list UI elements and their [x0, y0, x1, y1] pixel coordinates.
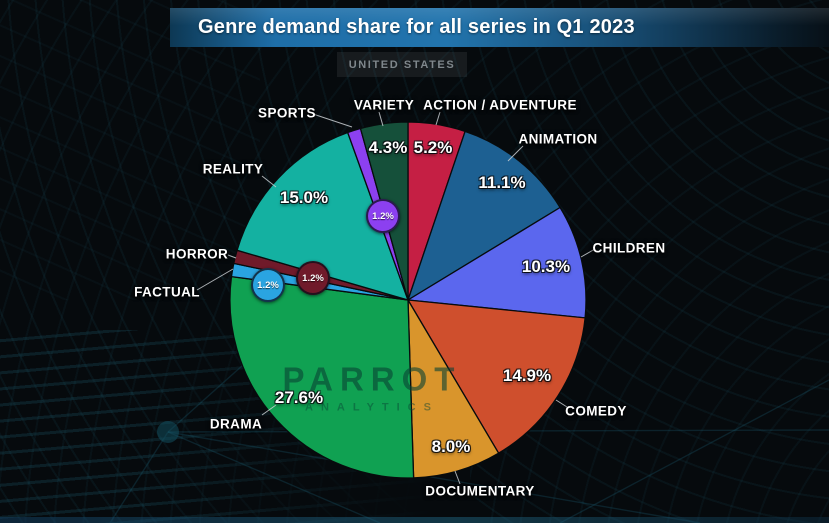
value-factual: 1.2%	[257, 279, 279, 291]
label-children: CHILDREN	[592, 240, 666, 256]
label-variety: VARIETY	[353, 97, 415, 113]
pie-slice-comedy[interactable]	[406, 299, 586, 455]
label-reality: REALITY	[202, 161, 264, 177]
title-banner: Genre demand share for all series in Q1 …	[170, 8, 829, 47]
value-reality: 15.0%	[279, 188, 329, 207]
value-bubble-sports: 1.2%	[366, 199, 400, 233]
value-variety: 4.3%	[368, 138, 408, 157]
label-action-adventure: ACTION / ADVENTURE	[423, 97, 577, 113]
value-bubble-factual: 1.2%	[251, 268, 285, 302]
value-action-adventure: 5.2%	[413, 138, 453, 157]
value-bubble-horror: 1.2%	[296, 261, 330, 295]
value-horror: 1.2%	[302, 272, 324, 284]
value-comedy: 14.9%	[502, 366, 552, 385]
region-label: UNITED STATES	[348, 58, 456, 71]
label-comedy: COMEDY	[565, 403, 627, 419]
value-animation: 11.1%	[478, 173, 526, 192]
region-filter-chip[interactable]: UNITED STATES	[337, 52, 467, 77]
label-animation: ANIMATION	[518, 131, 598, 147]
value-sports: 1.2%	[372, 210, 394, 222]
pie-slice-animation[interactable]	[406, 130, 561, 302]
pie-slice-reality[interactable]	[236, 131, 410, 301]
label-drama: DRAMA	[209, 416, 263, 432]
pie-slice-drama[interactable]	[229, 275, 415, 479]
label-documentary: DOCUMENTARY	[425, 483, 535, 499]
value-documentary: 8.0%	[431, 437, 471, 456]
value-drama: 27.6%	[274, 388, 324, 407]
label-horror: HORROR	[165, 246, 229, 262]
label-factual: FACTUAL	[134, 284, 200, 300]
label-sports: SPORTS	[258, 105, 316, 121]
pie-slice-documentary[interactable]	[407, 299, 500, 479]
value-children: 10.3%	[521, 257, 571, 276]
pie-slice-children[interactable]	[406, 206, 587, 319]
page-title: Genre demand share for all series in Q1 …	[198, 16, 635, 38]
leader-lines	[196, 111, 596, 485]
